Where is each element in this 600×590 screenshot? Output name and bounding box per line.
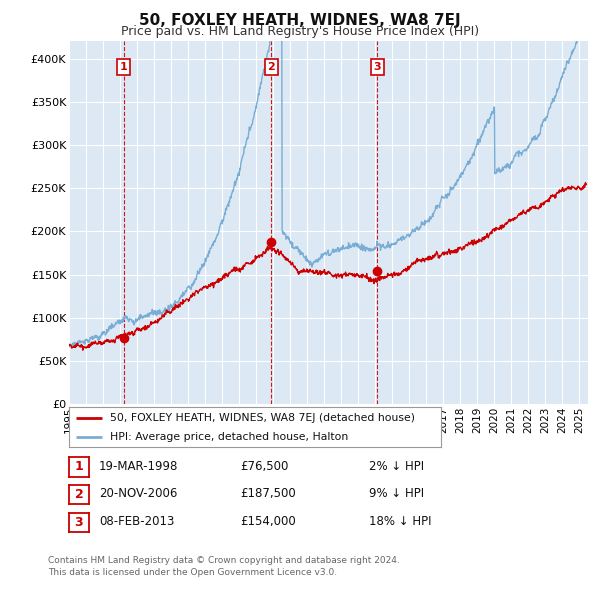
Text: 1: 1	[74, 460, 83, 474]
Text: 50, FOXLEY HEATH, WIDNES, WA8 7EJ (detached house): 50, FOXLEY HEATH, WIDNES, WA8 7EJ (detac…	[110, 413, 415, 423]
Text: 9% ↓ HPI: 9% ↓ HPI	[369, 487, 424, 500]
Text: 18% ↓ HPI: 18% ↓ HPI	[369, 515, 431, 528]
Text: HPI: Average price, detached house, Halton: HPI: Average price, detached house, Halt…	[110, 432, 348, 441]
Text: Price paid vs. HM Land Registry's House Price Index (HPI): Price paid vs. HM Land Registry's House …	[121, 25, 479, 38]
Text: 50, FOXLEY HEATH, WIDNES, WA8 7EJ: 50, FOXLEY HEATH, WIDNES, WA8 7EJ	[139, 13, 461, 28]
Text: 08-FEB-2013: 08-FEB-2013	[99, 515, 175, 528]
Text: £76,500: £76,500	[240, 460, 289, 473]
Text: 1: 1	[120, 62, 128, 72]
Text: 20-NOV-2006: 20-NOV-2006	[99, 487, 178, 500]
Text: 2: 2	[74, 488, 83, 501]
Text: £154,000: £154,000	[240, 515, 296, 528]
Text: 2% ↓ HPI: 2% ↓ HPI	[369, 460, 424, 473]
Text: £187,500: £187,500	[240, 487, 296, 500]
Text: 3: 3	[74, 516, 83, 529]
Text: 2: 2	[268, 62, 275, 72]
Text: This data is licensed under the Open Government Licence v3.0.: This data is licensed under the Open Gov…	[48, 568, 337, 577]
Text: 19-MAR-1998: 19-MAR-1998	[99, 460, 178, 473]
Text: 3: 3	[373, 62, 381, 72]
Text: Contains HM Land Registry data © Crown copyright and database right 2024.: Contains HM Land Registry data © Crown c…	[48, 556, 400, 565]
